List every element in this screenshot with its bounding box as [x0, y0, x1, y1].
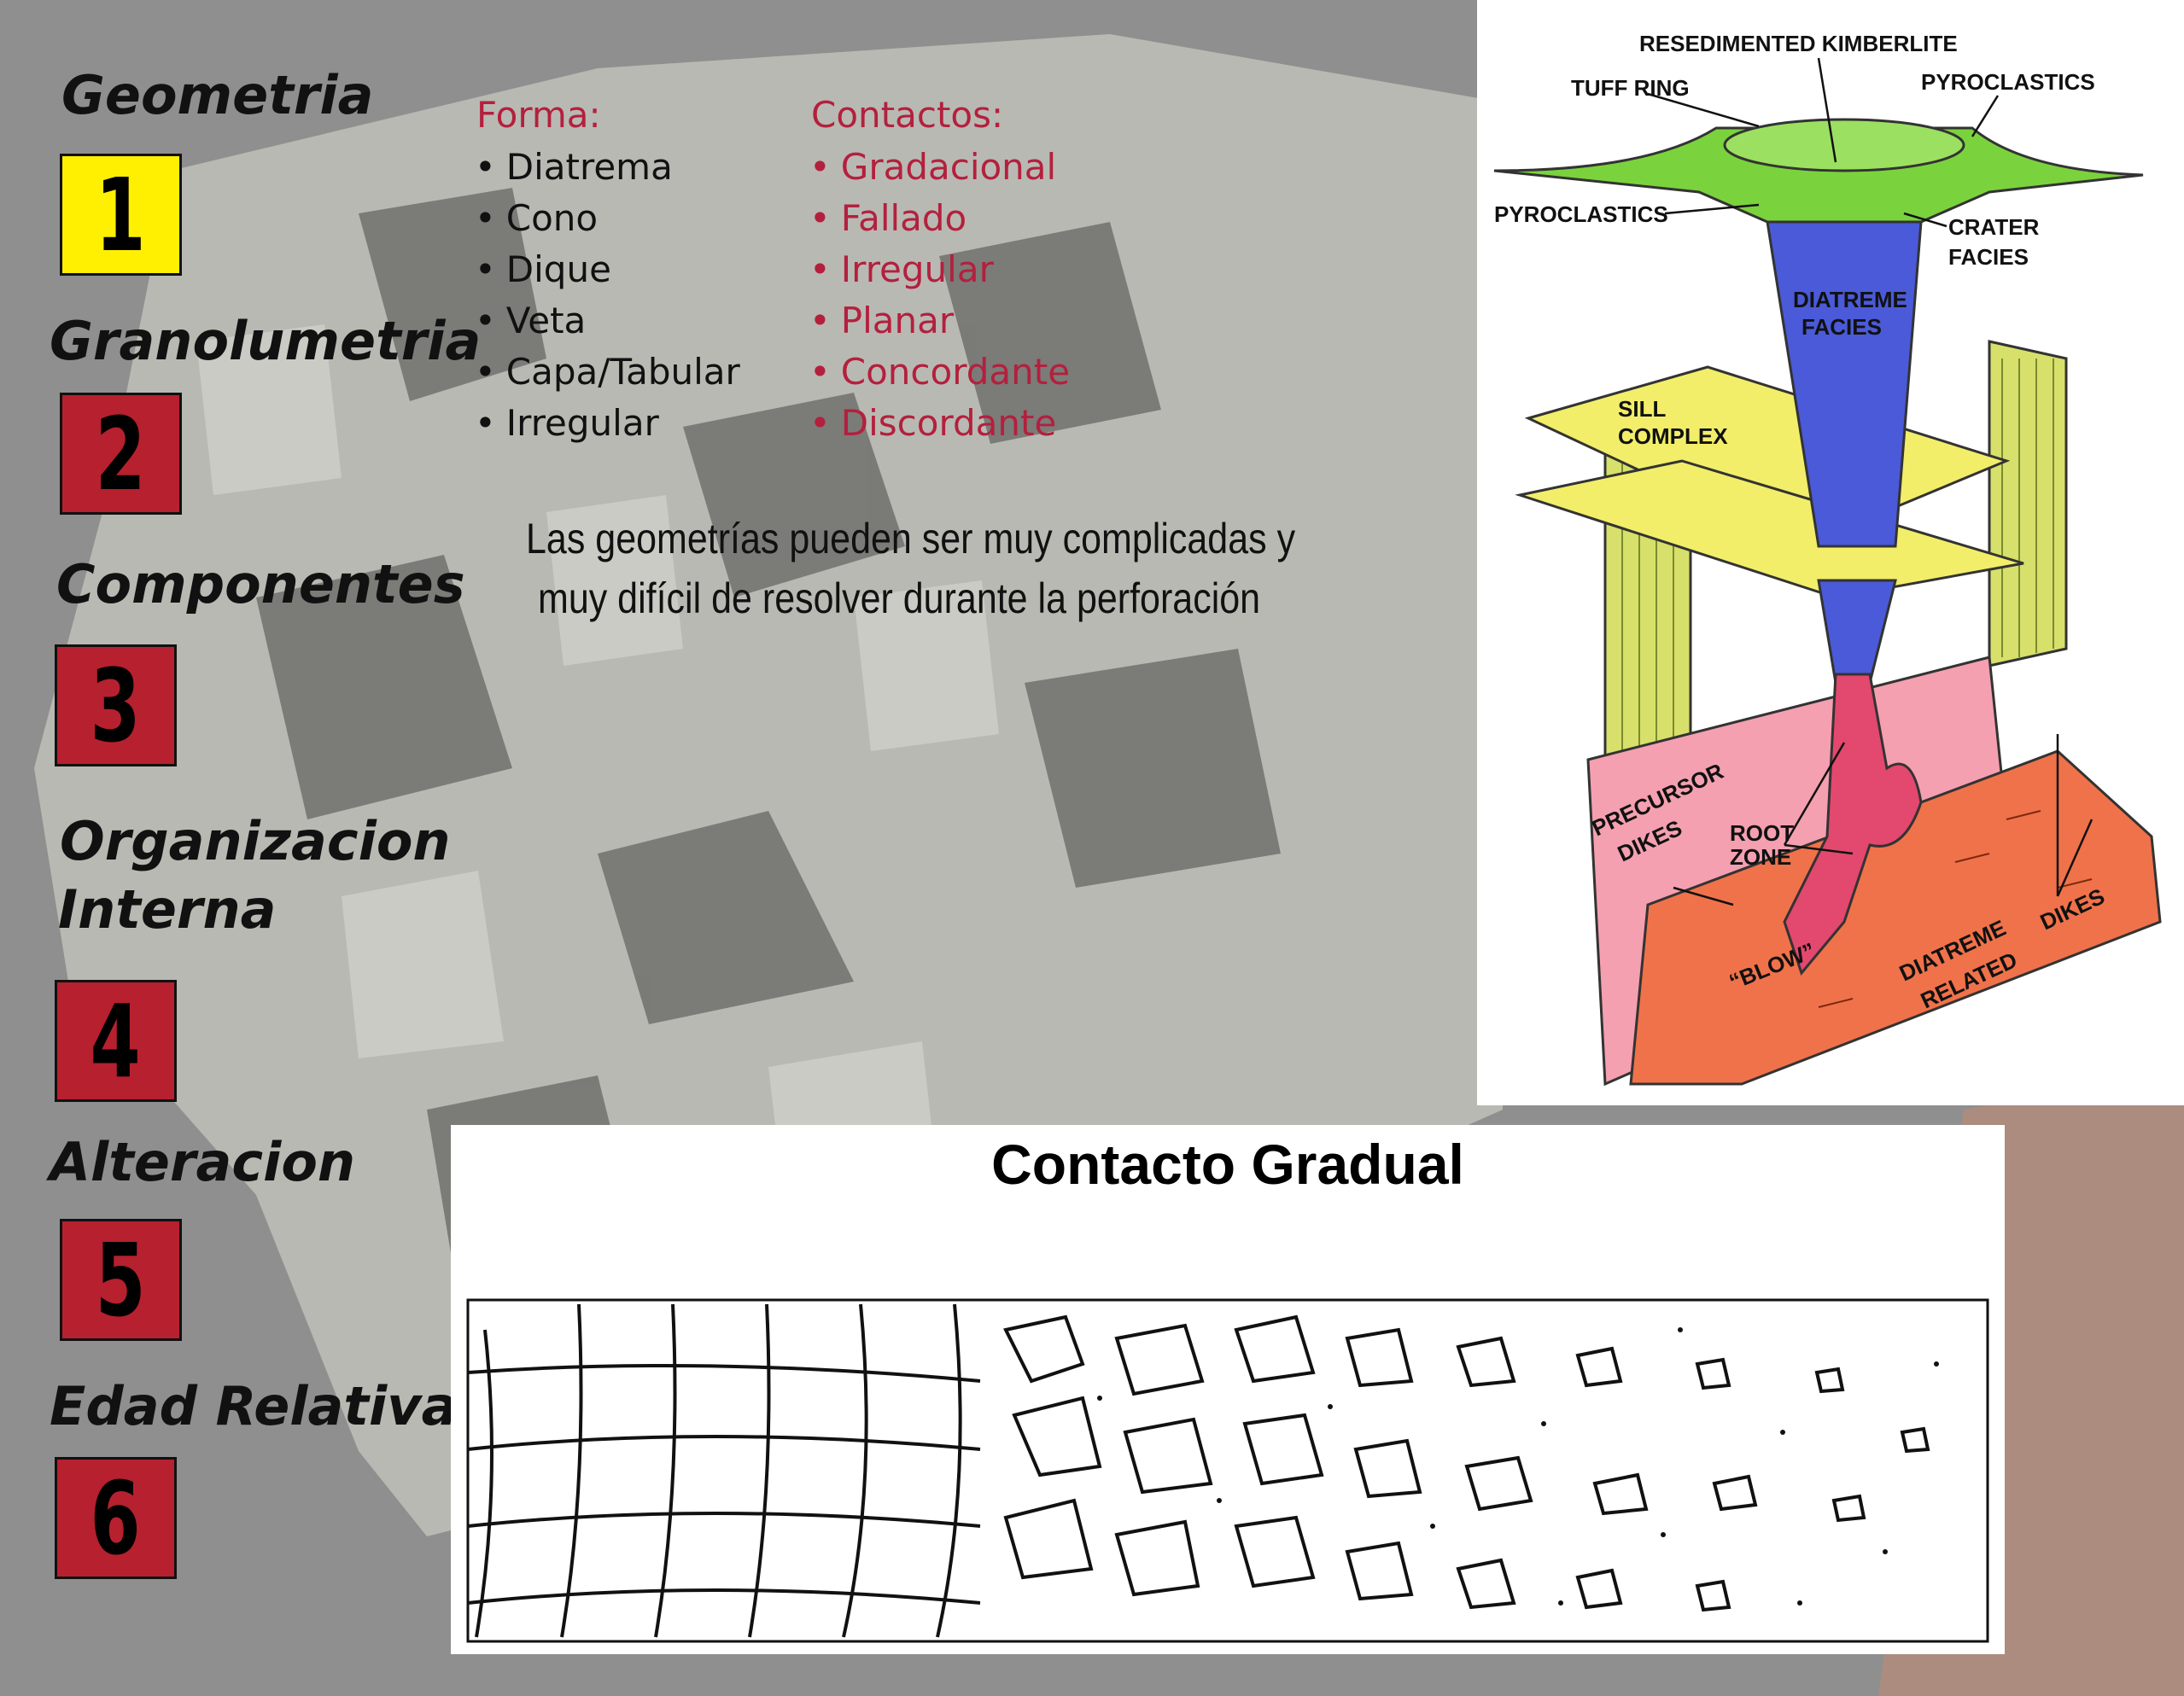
list-item: Fallado: [809, 193, 1070, 244]
sill-complex-lower: [1515, 459, 2024, 599]
label-root-1: ROOT: [1730, 820, 1794, 846]
section-number-2: 2: [60, 393, 182, 515]
label-pyroclastics-right: PYROCLASTICS: [1921, 69, 2095, 95]
root-zone: [1783, 673, 1923, 976]
section-title-interna: Interna: [58, 878, 277, 941]
label-diatreme-1: DIATREME: [1793, 287, 1907, 312]
list-item: Discordante: [809, 398, 1070, 449]
section-title-alteracion: Alteracion: [50, 1131, 356, 1193]
list-item: Diatrema: [475, 142, 740, 193]
section-title-organizacion: Organizacion: [60, 810, 451, 872]
matrix-dots: [1097, 1327, 1939, 1606]
section-title-componentes: Componentes: [56, 553, 465, 615]
contacto-gradual-panel: Contacto Gradual: [451, 1125, 2005, 1654]
note-line-2: muy difícil de resolver durante la perfo…: [538, 574, 1261, 622]
section-number-6: 6: [55, 1457, 177, 1579]
diatreme-facies: [1766, 220, 1923, 548]
contactos-heading: Contactos:: [811, 94, 1004, 136]
tuff-ring: [1723, 118, 1965, 172]
kimberlite-diagram-panel: RESEDIMENTED KIMBERLITE TUFF RING PYROCL…: [1477, 0, 2184, 1105]
forma-list: Diatrema Cono Dique Veta Capa/Tabular Ir…: [475, 142, 740, 449]
crater-facies: [1493, 126, 2144, 224]
diatreme-root: [1817, 579, 1897, 685]
label-root-2: ZONE: [1730, 844, 1791, 870]
section-number-3: 3: [55, 644, 177, 766]
label-sill-2: COMPLEX: [1618, 423, 1728, 449]
section-number-5: 5: [60, 1219, 182, 1341]
label-crater-2: FACIES: [1948, 244, 2029, 270]
list-item: Irregular: [809, 244, 1070, 295]
contactos-list: Gradacional Fallado Irregular Planar Con…: [809, 142, 1070, 449]
label-resedimented: RESEDIMENTED KIMBERLITE: [1639, 31, 1958, 56]
list-item: Dique: [475, 244, 740, 295]
label-tuff-ring: TUFF RING: [1571, 75, 1690, 101]
section-number-4: 4: [55, 980, 177, 1102]
contacto-gradual-drawing: [466, 1298, 1989, 1643]
section-title-granolumetria: Granolumetria: [50, 310, 482, 372]
list-item: Veta: [475, 295, 740, 347]
label-crater-1: CRATER: [1948, 214, 2040, 240]
list-item: Irregular: [475, 398, 740, 449]
list-item: Planar: [809, 295, 1070, 347]
section-title-edad-relativa: Edad Relativa: [50, 1375, 458, 1437]
forma-heading: Forma:: [476, 94, 601, 136]
fracture-grid: [467, 1303, 981, 1638]
list-item: Cono: [475, 193, 740, 244]
list-item: Concordante: [809, 347, 1070, 398]
list-item: Gradacional: [809, 142, 1070, 193]
contacto-gradual-title: Contacto Gradual: [991, 1133, 1464, 1196]
breccia-clasts: [1003, 1314, 1930, 1612]
label-sill-1: SILL: [1618, 396, 1666, 422]
section-title-geometria: Geometria: [61, 64, 374, 126]
section-number-1: 1: [60, 154, 182, 276]
note-line-1: Las geometrías pueden ser muy complicada…: [526, 515, 1296, 562]
kimberlite-pipe-diagram: RESEDIMENTED KIMBERLITE TUFF RING PYROCL…: [1493, 31, 2162, 1087]
list-item: Capa/Tabular: [475, 347, 740, 398]
label-diatreme-2: FACIES: [1802, 314, 1882, 340]
label-pyroclastics-left: PYROCLASTICS: [1494, 201, 1668, 227]
country-rock-wall: [1988, 340, 2068, 667]
